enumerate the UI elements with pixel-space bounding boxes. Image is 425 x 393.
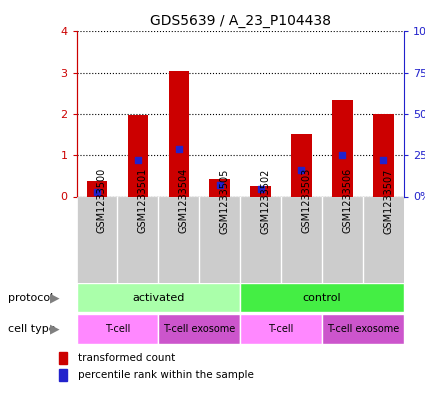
Bar: [281, 196, 322, 283]
Bar: [373, 114, 394, 196]
Bar: [250, 186, 271, 196]
Bar: [322, 314, 404, 344]
Text: ▶: ▶: [50, 291, 60, 304]
Bar: [322, 196, 363, 283]
Text: T-cell: T-cell: [268, 324, 294, 334]
Bar: [291, 134, 312, 196]
Point: [298, 167, 305, 173]
Bar: [199, 196, 240, 283]
Bar: [158, 314, 240, 344]
Bar: [117, 196, 158, 283]
Text: GSM1233502: GSM1233502: [261, 168, 271, 233]
Point: [216, 182, 223, 188]
Text: percentile rank within the sample: percentile rank within the sample: [77, 370, 253, 380]
Text: GSM1233501: GSM1233501: [138, 168, 148, 233]
Text: GSM1233505: GSM1233505: [220, 168, 230, 233]
Point: [176, 146, 182, 152]
Point: [380, 157, 387, 163]
Point: [339, 152, 346, 158]
Text: protocol: protocol: [8, 293, 54, 303]
Bar: [76, 314, 158, 344]
Text: activated: activated: [132, 293, 184, 303]
Bar: [59, 369, 67, 381]
Bar: [240, 196, 281, 283]
Text: T-cell exosome: T-cell exosome: [327, 324, 399, 334]
Point: [134, 157, 141, 163]
Bar: [210, 179, 230, 196]
Text: GSM1233503: GSM1233503: [301, 168, 312, 233]
Text: transformed count: transformed count: [77, 353, 175, 363]
Bar: [363, 196, 404, 283]
Text: GSM1233506: GSM1233506: [343, 168, 352, 233]
Text: T-cell: T-cell: [105, 324, 130, 334]
Text: T-cell exosome: T-cell exosome: [163, 324, 235, 334]
Bar: [240, 314, 322, 344]
Text: ▶: ▶: [50, 323, 60, 336]
Text: GSM1233507: GSM1233507: [383, 168, 393, 233]
Bar: [76, 283, 240, 312]
Text: cell type: cell type: [8, 324, 56, 334]
Bar: [240, 283, 404, 312]
Bar: [128, 115, 148, 196]
Title: GDS5639 / A_23_P104438: GDS5639 / A_23_P104438: [150, 14, 331, 28]
Text: GSM1233500: GSM1233500: [97, 168, 107, 233]
Bar: [76, 196, 117, 283]
Bar: [59, 352, 67, 364]
Point: [257, 186, 264, 192]
Text: GSM1233504: GSM1233504: [179, 168, 189, 233]
Bar: [87, 181, 107, 196]
Bar: [332, 99, 353, 196]
Point: [94, 188, 100, 195]
Bar: [169, 71, 189, 196]
Bar: [158, 196, 199, 283]
Text: control: control: [303, 293, 341, 303]
